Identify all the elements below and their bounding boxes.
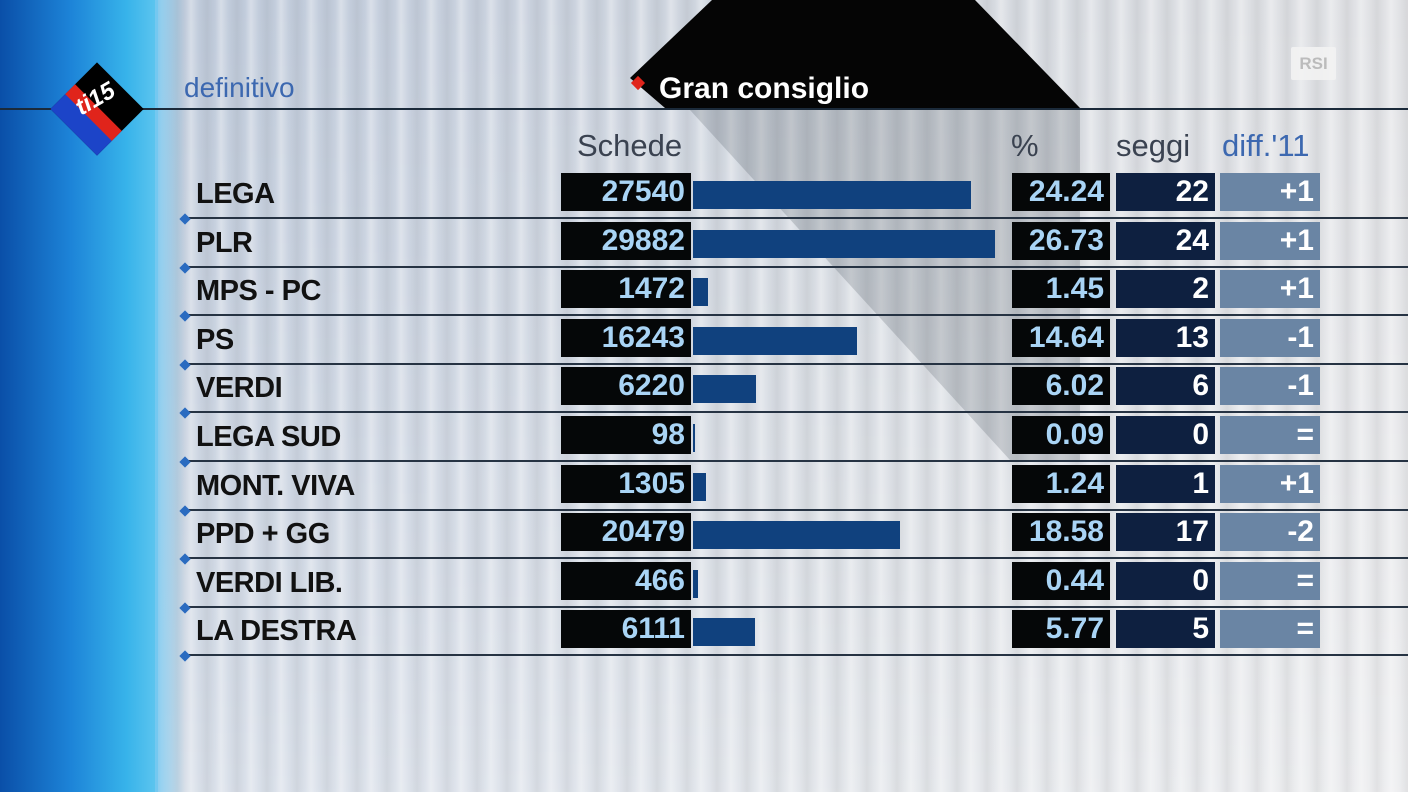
percent-value: 18.58 — [1012, 513, 1110, 551]
votes-value: 29882 — [561, 222, 691, 260]
vote-bar — [693, 327, 857, 355]
table-row: MPS - PC 1472 1.45 2 +1 — [0, 268, 1408, 322]
votes-value: 6220 — [561, 367, 691, 405]
seats-value: 2 — [1116, 270, 1215, 308]
party-name: PLR — [196, 227, 253, 259]
left-band-glow — [155, 0, 185, 792]
votes-value: 98 — [561, 416, 691, 454]
party-name: LEGA SUD — [196, 421, 341, 453]
channel-logo: ti15 — [50, 62, 144, 156]
vote-bar — [693, 375, 756, 403]
votes-value: 20479 — [561, 513, 691, 551]
percent-value: 0.44 — [1012, 562, 1110, 600]
row-divider — [188, 606, 1408, 608]
percent-value: 1.45 — [1012, 270, 1110, 308]
table-row: LA DESTRA 6111 5.77 5 = — [0, 608, 1408, 662]
seats-value: 0 — [1116, 562, 1215, 600]
seats-value: 13 — [1116, 319, 1215, 357]
votes-value: 1305 — [561, 465, 691, 503]
diff-value: = — [1220, 562, 1320, 600]
header-divider — [0, 108, 1408, 110]
seats-value: 6 — [1116, 367, 1215, 405]
seats-value: 0 — [1116, 416, 1215, 454]
row-divider — [188, 654, 1408, 656]
party-name: MONT. VIVA — [196, 470, 355, 502]
row-divider — [188, 411, 1408, 413]
seats-value: 24 — [1116, 222, 1215, 260]
table-row: PPD + GG 20479 18.58 17 -2 — [0, 511, 1408, 565]
percent-value: 5.77 — [1012, 610, 1110, 648]
party-name: LA DESTRA — [196, 615, 357, 647]
vote-bar — [693, 618, 755, 646]
row-divider — [188, 460, 1408, 462]
diff-value: +1 — [1220, 173, 1320, 211]
diff-value: -2 — [1220, 513, 1320, 551]
percent-value: 6.02 — [1012, 367, 1110, 405]
vote-bar — [693, 278, 708, 306]
party-name: VERDI — [196, 372, 283, 404]
vote-bar — [693, 424, 695, 452]
seats-value: 1 — [1116, 465, 1215, 503]
percent-value: 14.64 — [1012, 319, 1110, 357]
diff-value: +1 — [1220, 270, 1320, 308]
column-header-votes: Schede — [577, 128, 683, 163]
seats-value: 5 — [1116, 610, 1215, 648]
percent-value: 0.09 — [1012, 416, 1110, 454]
votes-value: 1472 — [561, 270, 691, 308]
row-divider — [188, 509, 1408, 511]
vote-bar — [693, 181, 971, 209]
result-status: definitivo — [184, 72, 295, 103]
vote-bar — [693, 230, 995, 258]
page-title: Gran consiglio — [659, 72, 870, 105]
seats-value: 22 — [1116, 173, 1215, 211]
diff-value: +1 — [1220, 465, 1320, 503]
diff-value: = — [1220, 416, 1320, 454]
seats-value: 17 — [1116, 513, 1215, 551]
broadcaster-logo: RSI — [1291, 47, 1336, 80]
votes-value: 466 — [561, 562, 691, 600]
table-row: PLR 29882 26.73 24 +1 — [0, 220, 1408, 274]
party-name: PS — [196, 324, 234, 356]
vote-bar — [693, 570, 698, 598]
votes-value: 6111 — [561, 610, 691, 648]
diff-value: -1 — [1220, 319, 1320, 357]
diff-value: = — [1220, 610, 1320, 648]
table-row: LEGA 27540 24.24 22 +1 — [0, 171, 1408, 225]
vote-bar — [693, 521, 900, 549]
percent-value: 24.24 — [1012, 173, 1110, 211]
vote-bar — [693, 473, 706, 501]
row-divider — [188, 557, 1408, 559]
table-row: MONT. VIVA 1305 1.24 1 +1 — [0, 463, 1408, 517]
column-header-diff: diff.'11 — [1222, 128, 1310, 163]
table-row: VERDI LIB. 466 0.44 0 = — [0, 560, 1408, 614]
row-divider — [188, 314, 1408, 316]
party-name: PPD + GG — [196, 518, 330, 550]
row-divider — [188, 363, 1408, 365]
votes-value: 16243 — [561, 319, 691, 357]
diff-value: -1 — [1220, 367, 1320, 405]
table-row: LEGA SUD 98 0.09 0 = — [0, 414, 1408, 468]
column-header-pct: % — [1011, 128, 1039, 163]
column-header-seats: seggi — [1116, 128, 1191, 163]
diff-value: +1 — [1220, 222, 1320, 260]
percent-value: 1.24 — [1012, 465, 1110, 503]
table-row: PS 16243 14.64 13 -1 — [0, 317, 1408, 371]
percent-value: 26.73 — [1012, 222, 1110, 260]
row-divider — [188, 266, 1408, 268]
row-divider — [188, 217, 1408, 219]
votes-value: 27540 — [561, 173, 691, 211]
party-name: VERDI LIB. — [196, 567, 343, 599]
party-name: MPS - PC — [196, 275, 321, 307]
party-name: LEGA — [196, 178, 275, 210]
table-row: VERDI 6220 6.02 6 -1 — [0, 365, 1408, 419]
